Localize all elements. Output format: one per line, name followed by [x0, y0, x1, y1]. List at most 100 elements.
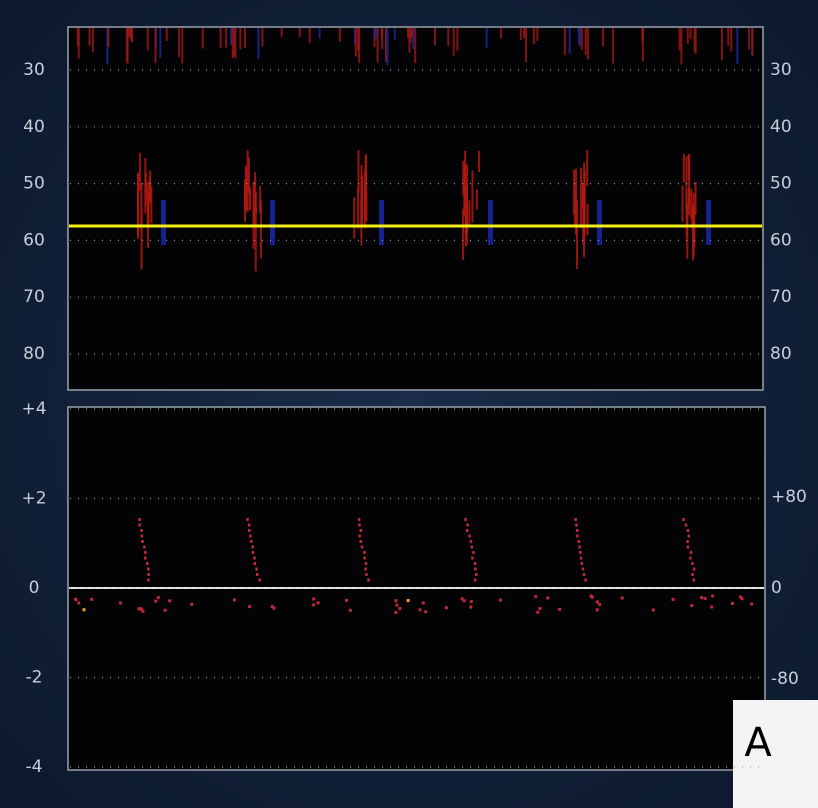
flow-streak	[365, 169, 367, 190]
spectral-dot	[90, 598, 93, 601]
spectral-dot	[164, 609, 167, 612]
flow-streak	[586, 204, 588, 235]
noise-streak	[147, 28, 149, 50]
noise-streak	[281, 28, 283, 37]
spectral-dot	[364, 568, 367, 571]
depth-panel	[68, 27, 763, 390]
noise-streak	[486, 28, 488, 48]
depth-right-tick: 50	[770, 174, 792, 194]
spectral-dot	[574, 518, 577, 521]
spectral-dot	[418, 608, 421, 611]
spectral-dot	[253, 557, 256, 560]
velocity-right-tick: 0	[771, 578, 782, 598]
noise-streak	[78, 28, 80, 59]
spectral-dot	[146, 562, 149, 565]
flow-streak	[379, 200, 384, 245]
noise-streak	[456, 28, 458, 51]
spectral-dot	[77, 602, 80, 605]
noise-streak	[309, 28, 311, 43]
flow-streak	[270, 200, 275, 245]
spectral-dot	[248, 529, 251, 532]
spectral-dot	[499, 599, 502, 602]
spectral-dot	[700, 596, 703, 599]
spectral-dot	[711, 595, 714, 598]
noise-streak	[748, 28, 750, 49]
spectral-dot	[471, 546, 474, 549]
spectral-dot	[147, 568, 150, 571]
noise-streak	[680, 28, 682, 64]
spectral-dot	[365, 573, 368, 576]
spectral-dot	[147, 573, 150, 576]
screen: A 304050607080304050607080+4+20-2-4+800-…	[0, 0, 818, 808]
spectral-dot	[358, 535, 361, 538]
noise-streak	[230, 28, 232, 45]
spectral-dot	[358, 524, 361, 527]
spectral-dot	[82, 608, 85, 611]
noise-streak	[736, 28, 738, 64]
noise-streak	[407, 28, 409, 38]
spectral-dot	[252, 551, 255, 554]
spectral-dot	[596, 600, 599, 603]
flow-streak	[145, 182, 147, 205]
depth-left-tick: 30	[23, 60, 45, 80]
spectral-dot	[360, 540, 363, 543]
spectral-dot	[407, 599, 410, 602]
depth-right-tick: 70	[770, 287, 792, 307]
noise-streak	[225, 28, 227, 48]
spectral-dot	[157, 596, 160, 599]
noise-streak	[585, 28, 587, 55]
spectral-dot	[536, 611, 539, 614]
spectral-dot	[750, 603, 753, 606]
spectral-dot	[361, 546, 364, 549]
spectral-dot	[445, 606, 448, 609]
spectral-dot	[598, 603, 601, 606]
spectral-dot	[140, 529, 143, 532]
spectral-dot	[312, 598, 315, 601]
flow-streak	[582, 186, 584, 208]
flow-streak	[706, 200, 711, 245]
spectral-dot	[398, 607, 401, 610]
spectral-dot	[367, 579, 370, 582]
spectral-dot	[466, 524, 469, 527]
spectral-dot	[580, 557, 583, 560]
velocity-left-tick: -4	[26, 757, 43, 777]
noise-streak	[261, 28, 263, 47]
spectral-dot	[687, 529, 690, 532]
depth-left-tick: 70	[23, 287, 45, 307]
flow-streak	[361, 177, 363, 224]
spectral-dot	[731, 602, 734, 605]
velocity-right-tick: +80	[771, 487, 807, 507]
noise-streak	[159, 28, 161, 58]
noise-streak	[587, 28, 589, 59]
spectral-dot	[576, 535, 579, 538]
velocity-left-tick: -2	[26, 668, 43, 688]
spectral-dot	[424, 610, 427, 613]
spectral-dot	[138, 518, 141, 521]
flow-streak	[686, 202, 688, 258]
depth-right-tick: 30	[770, 60, 792, 80]
spectral-dot	[141, 540, 144, 543]
noise-streak	[523, 28, 525, 38]
flow-streak	[357, 187, 359, 229]
spectral-dot	[685, 524, 688, 527]
spectral-dot	[546, 596, 549, 599]
spectral-dot	[690, 604, 693, 607]
flow-streak	[488, 200, 493, 245]
spectral-dot	[591, 596, 594, 599]
spectral-dot	[576, 529, 579, 532]
flow-streak	[683, 154, 685, 182]
flow-streak	[471, 171, 473, 223]
flow-streak	[586, 150, 588, 186]
spectral-dot	[258, 579, 261, 582]
noise-streak	[374, 28, 376, 38]
spectral-dot	[682, 518, 685, 521]
flow-streak	[576, 200, 578, 269]
noise-streak	[612, 28, 614, 63]
noise-streak	[751, 28, 753, 56]
flow-streak	[364, 196, 366, 220]
page: A 304050607080304050607080+4+20-2-4+800-…	[0, 0, 818, 808]
spectral-dot	[255, 568, 258, 571]
noise-streak	[244, 28, 246, 48]
noise-streak	[569, 28, 571, 54]
spectral-dot	[363, 557, 366, 560]
